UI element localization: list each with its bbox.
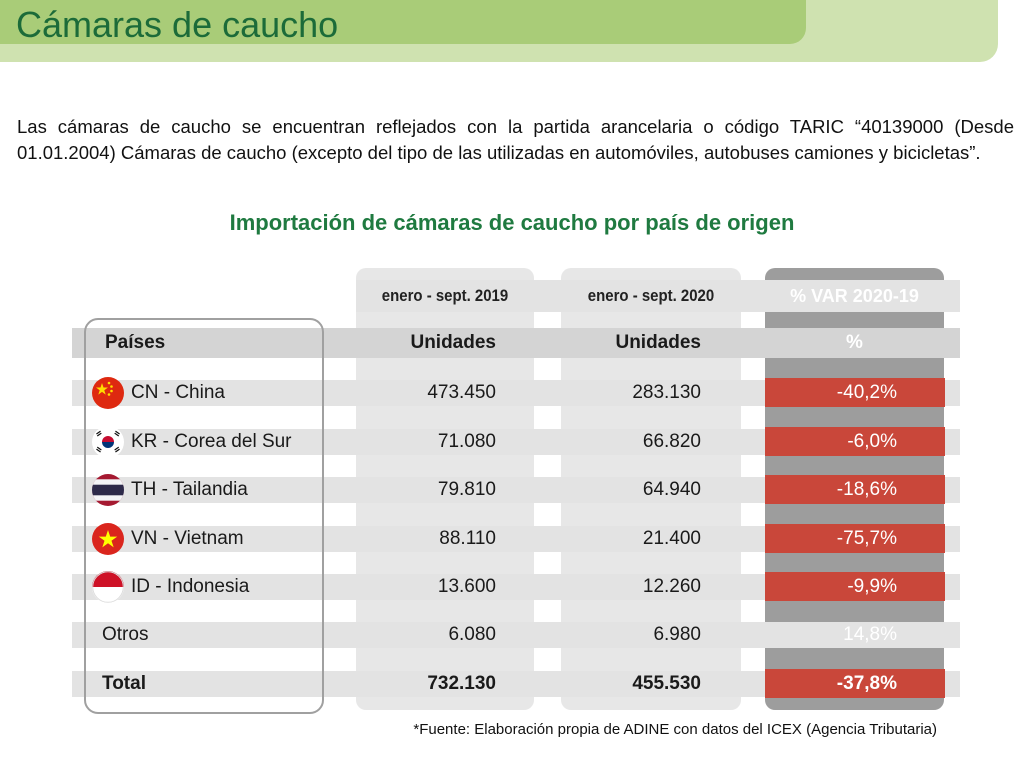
total-label: Total [102,673,146,694]
units-2019-cell: 79.810 [437,479,496,500]
header-percent: % [846,332,863,353]
south-korea-flag-icon [92,426,124,458]
units-2019-cell: 6.080 [448,624,496,645]
variation-negative-box [765,427,945,456]
period-header-2019: enero - sept. 2019 [381,286,509,305]
period-header-2020: enero - sept. 2020 [587,286,715,305]
intro-paragraph: Las cámaras de caucho se encuentran refl… [17,116,1014,163]
header-units-2020: Unidades [615,332,701,353]
country-label: CN - China [131,382,225,403]
countries-column-frame [84,318,324,714]
variation-negative-box [765,524,945,553]
units-2020-cell: 21.400 [642,528,701,549]
country-label: ID - Indonesia [131,576,250,597]
units-2020-cell: 64.940 [642,479,701,500]
page-title: Cámaras de caucho [16,4,339,45]
period-header-variation: % VAR 2020-19 [790,286,919,306]
header-banner [0,0,806,44]
units-2019-cell: 88.110 [439,528,496,549]
units-2020-cell: 66.820 [642,431,701,452]
variation-cell: -9,9% [847,576,897,597]
total-2019-cell: 732.130 [427,673,496,694]
total-variation-cell: -37,8% [836,673,897,694]
thailand-flag-icon [92,474,124,506]
header-countries: Países [105,332,166,353]
table-title: Importación de cámaras de caucho por paí… [229,210,795,235]
row-band [72,622,960,648]
variation-cell: -40,2% [836,382,897,403]
country-label: TH - Tailandia [131,479,248,500]
variation-cell: 14,8% [843,624,897,645]
units-2020-cell: 283.130 [632,382,701,403]
variation-cell: -6,0% [847,431,897,452]
variation-negative-box [765,572,945,601]
units-2019-cell: 71.080 [437,431,496,452]
indonesia-flag-icon [92,571,124,603]
variation-cell: -18,6% [836,479,897,500]
country-label: VN - Vietnam [131,528,244,549]
source-note: *Fuente: Elaboración propia de ADINE con… [413,721,937,738]
china-flag-icon [92,377,124,409]
total-2020-cell: 455.530 [632,673,701,694]
units-2020-cell: 12.260 [642,576,701,597]
vietnam-flag-icon [92,523,124,555]
variation-negative-box [765,475,945,504]
country-label: KR - Corea del Sur [131,431,292,452]
variation-cell: -75,7% [836,528,897,549]
units-2020-cell: 6.980 [653,624,701,645]
period-header-band [356,280,960,312]
variation-negative-box [765,669,945,698]
header-units-2019: Unidades [410,332,496,353]
units-2019-cell: 13.600 [437,576,496,597]
country-label: Otros [102,624,149,645]
units-2019-cell: 473.450 [427,382,496,403]
column-header-band [72,328,960,358]
variation-negative-box [765,378,945,407]
